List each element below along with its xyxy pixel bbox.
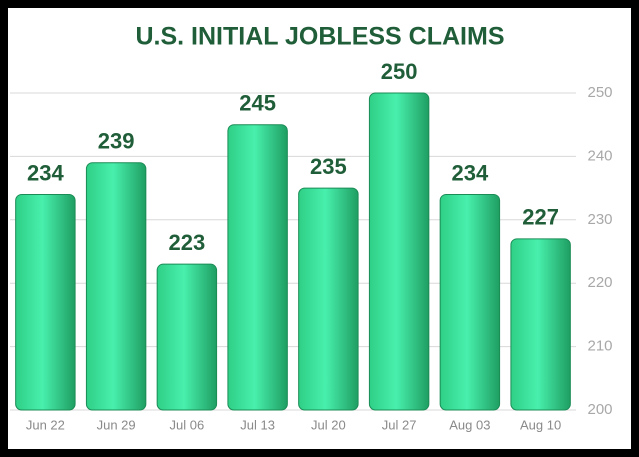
x-tick-label: Jun 29 (97, 417, 136, 432)
value-label: 235 (310, 154, 347, 179)
x-tick-label: Jul 06 (170, 417, 205, 432)
bar (85, 162, 147, 411)
y-tick-label: 200 (587, 401, 612, 418)
bar (298, 187, 359, 411)
value-label: 223 (169, 230, 206, 255)
value-label: 234 (27, 160, 64, 185)
bar (368, 92, 430, 411)
y-tick-label: 240 (587, 147, 612, 164)
value-label: 250 (381, 59, 418, 84)
y-tick-label: 250 (587, 84, 612, 101)
value-label: 234 (452, 160, 489, 185)
x-tick-label: Jun 22 (26, 417, 65, 432)
bar (15, 193, 76, 411)
y-tick-label: 210 (587, 338, 612, 355)
bar (156, 263, 218, 411)
x-tick-label: Jul 13 (240, 417, 275, 432)
bar (227, 124, 288, 411)
x-tick-label: Jul 20 (311, 417, 346, 432)
x-tick-label: Aug 03 (449, 417, 490, 432)
x-tick-label: Aug 10 (520, 417, 561, 432)
value-label: 227 (522, 205, 559, 230)
bar (510, 238, 571, 411)
value-label: 245 (239, 91, 276, 116)
y-tick-label: 230 (587, 211, 612, 228)
x-tick-label: Jul 27 (382, 417, 417, 432)
bar (439, 193, 501, 411)
value-label: 239 (98, 129, 135, 154)
y-tick-label: 220 (587, 274, 612, 291)
chart-title: U.S. INITIAL JOBLESS CLAIMS (135, 23, 504, 51)
